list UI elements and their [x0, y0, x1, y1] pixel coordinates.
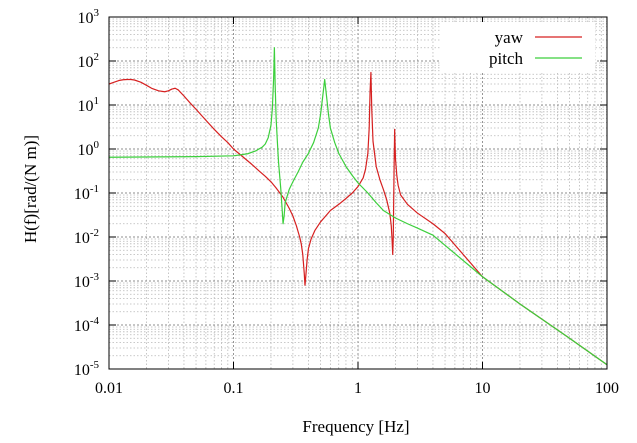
x-tick-label: 0.01 — [95, 380, 123, 397]
legend: yaw pitch — [441, 22, 595, 72]
y-tick-label: 10-1 — [74, 183, 99, 203]
x-tick-label: 0.1 — [224, 380, 244, 397]
legend-label-yaw: yaw — [495, 28, 524, 47]
y-tick-label: 10-2 — [74, 227, 99, 247]
y-tick-label: 101 — [78, 95, 100, 115]
y-axis-label: H(f)[rad/(N m)] — [21, 135, 40, 243]
y-tick-label: 103 — [78, 7, 100, 27]
legend-label-pitch: pitch — [489, 49, 523, 68]
y-tick-label: 100 — [78, 139, 100, 159]
y-tick-labels: 10-5 10-4 10-3 10-2 10-1 100 101 102 103 — [74, 7, 100, 379]
y-tick-label: 102 — [78, 51, 100, 71]
series-line-yaw — [109, 71, 607, 366]
x-tick-label: 1 — [354, 380, 362, 397]
x-axis-label: Frequency [Hz] — [302, 417, 409, 436]
x-tick-label: 10 — [475, 380, 491, 397]
y-tick-label: 10-5 — [74, 359, 100, 379]
x-tick-label: 100 — [595, 380, 619, 397]
series-line-pitch — [109, 47, 607, 366]
y-tick-label: 10-3 — [74, 271, 100, 291]
legend-box — [441, 22, 595, 72]
series-lines — [109, 47, 607, 366]
y-tick-label: 10-4 — [74, 315, 100, 335]
x-tick-labels: 0.01 0.1 1 10 100 — [95, 380, 619, 397]
